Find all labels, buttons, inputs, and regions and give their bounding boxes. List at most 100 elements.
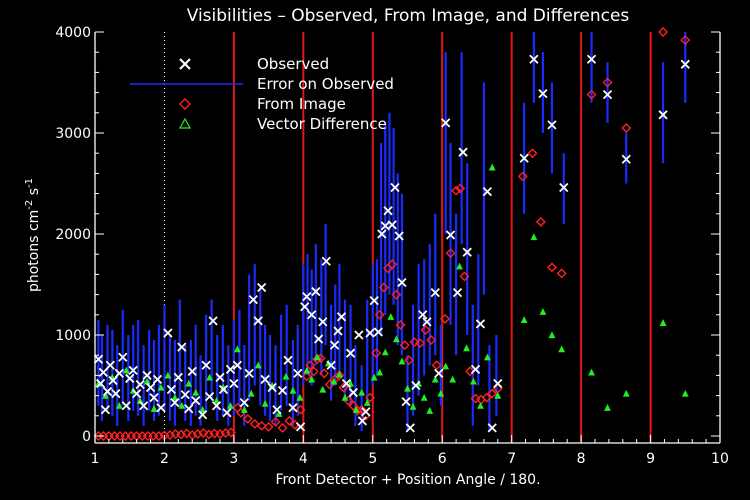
x-tick-label: 3 [229,451,238,467]
observed-point-stroke-b [390,182,400,193]
legend-marker-vector-difference [178,117,192,129]
observed-point-stroke-b [229,378,239,389]
observed-point-stroke-b [114,368,124,379]
observed-point-stroke-b [166,384,177,395]
from-image-point [295,404,306,415]
observed-point [422,317,432,327]
observed-point-stroke-b [98,367,108,378]
observed-point [373,327,383,337]
observed-point [329,340,340,350]
from-image-point [420,324,431,335]
x-tick-label: 9 [646,451,655,467]
from-image-point [284,415,295,426]
observed-point-stroke-b [277,385,288,396]
from-image-point [181,428,192,439]
from-image-point [391,289,402,300]
vector-difference-point [261,399,269,407]
vector-difference-point [409,402,417,410]
observed-point [128,365,138,375]
vector-difference-point [192,388,200,396]
observed-point-stroke-b [170,398,180,408]
vector-difference-point [330,377,338,385]
observed-point [377,229,387,239]
observed-point-stroke-b [93,354,104,364]
observed-point [253,316,263,326]
vector-difference-point [681,389,689,397]
vector-difference-point [404,384,411,392]
observed-point [345,348,356,358]
vector-difference-point [303,366,311,374]
observed-point-stroke-b [128,365,138,375]
detector-boundaries [232,32,652,443]
vector-difference-point [352,406,360,413]
observed-point [430,287,440,298]
vector-difference-point [319,385,327,393]
vector-difference-point [358,388,366,396]
from-image-point [371,348,382,359]
from-image-point [440,313,450,324]
from-image-point [621,122,632,133]
observed-point-stroke-b [383,206,393,216]
observed-point-stroke-b [547,120,557,130]
vector-difference-point [122,366,130,374]
observed-point-stroke-b [434,368,444,379]
observed-point-stroke-b [348,387,358,398]
observed-point [125,373,135,384]
observed-point-stroke-b [458,147,468,157]
vector-difference-point [463,344,470,352]
observed-point [288,403,298,413]
vector-difference-point [341,393,349,401]
observed-point [369,296,379,306]
observed-point-stroke-b [445,230,456,240]
observed-point [348,387,358,398]
observed-point-stroke-b [204,391,215,402]
observed-point [218,384,229,395]
observed-point-stroke-b [418,310,428,320]
observed-point [277,385,288,396]
observed-point-stroke-b [373,327,383,337]
vector-difference-point [115,401,123,409]
from-image-point [338,382,349,393]
from-image-point [527,148,538,159]
x-tick-label: 10 [711,451,729,467]
from-image-point [415,338,425,349]
observed-point-stroke-b [475,319,486,329]
observed-point [222,408,232,418]
observed-point [260,374,270,385]
from-image-point [312,354,323,365]
observed-point [293,368,303,379]
observed-point-stroke-b [341,378,352,389]
observed-point [163,328,173,338]
plot-axes [94,32,721,444]
observed-point-stroke-b [232,360,242,370]
observed-point-stroke-b [180,389,190,400]
observed-point-stroke-b [333,326,343,336]
observed-point [257,282,267,293]
observed-point [100,405,111,415]
from-image-point [556,268,567,279]
observed-point-stroke-b [519,153,529,163]
observed-point-stroke-b [300,302,310,312]
observed-point-stroke-b [302,291,312,302]
observed-point-stroke-b [422,317,432,327]
observed-point [111,388,121,399]
observed-point-stroke-b [257,282,267,293]
observed-point-stroke-b [405,423,415,433]
observed-point-stroke-b [326,360,336,370]
observed-point-stroke-b [248,295,258,305]
observed-point [341,378,352,389]
from-image-point [399,340,410,351]
observed-point [487,423,497,433]
from-image-point [365,392,375,403]
from-image-point [445,248,456,259]
observed-point-stroke-b [239,398,249,408]
observed-point [225,364,236,374]
observed-point [138,401,149,411]
from-image-point [487,388,498,399]
observed-point [229,378,239,389]
from-image-point [455,183,466,194]
observed-point-stroke-b [621,154,631,164]
observed-point [493,378,503,389]
observed-point-stroke-b [198,410,208,420]
vector-difference-point [470,377,477,385]
